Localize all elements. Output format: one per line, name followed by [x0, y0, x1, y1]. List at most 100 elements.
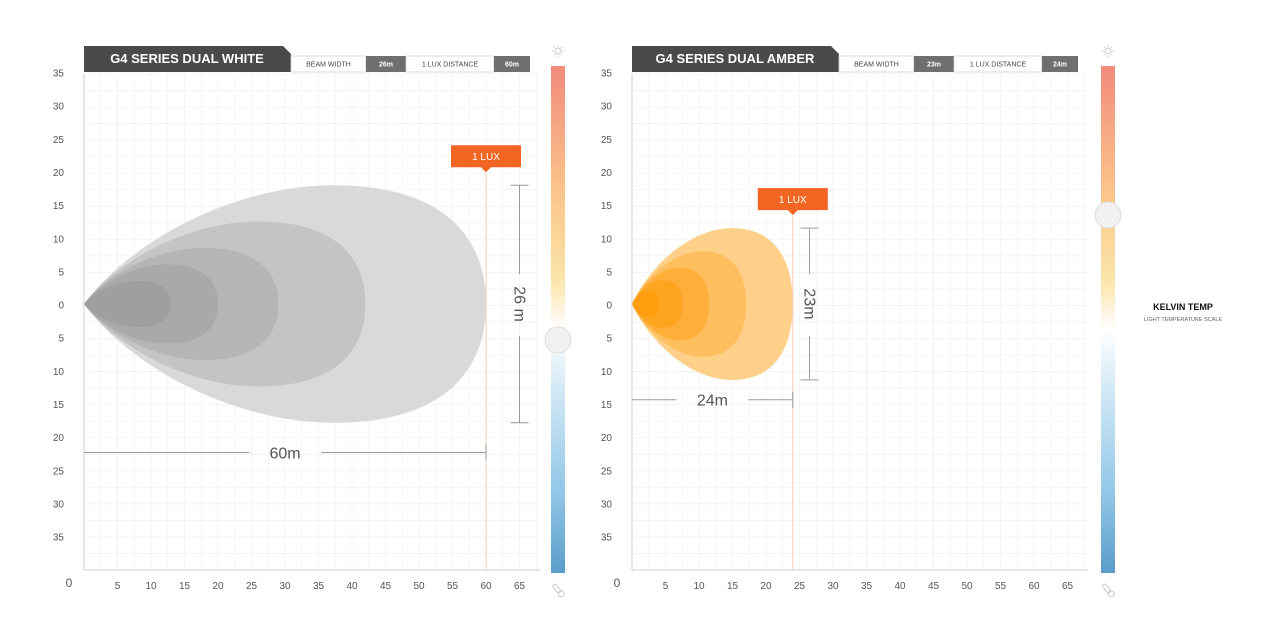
kelvin-slider-handle[interactable] [544, 326, 572, 354]
amber-lux-label: 1 LUX [779, 195, 807, 206]
amber-x-tick: 0 [614, 576, 621, 590]
white-y-tick: 15 [53, 400, 65, 411]
white-x-tick: 20 [212, 581, 224, 592]
white-y-tick: 10 [53, 234, 65, 245]
chart-amber-lux-distance-label: 1 LUX DISTANCE [970, 62, 1027, 69]
amber-x-tick: 5 [663, 581, 669, 592]
white-x-tick: 15 [179, 581, 191, 592]
amber-y-tick: 0 [606, 301, 612, 312]
white-y-tick: 15 [53, 201, 65, 212]
amber-lux-badge [757, 188, 828, 216]
white-distance-annotation: 60m [269, 446, 300, 463]
white-x-tick: 45 [380, 581, 392, 592]
white-y-tick: 10 [53, 367, 65, 378]
chart-amber-x-ticks: 0 5 10 15 20 25 30 35 40 45 50 55 60 65 [614, 576, 1074, 592]
white-beam-zone-5 [84, 280, 172, 328]
thermometer-icon [552, 583, 565, 598]
chart-amber-title: G4 SERIES DUAL AMBER [656, 51, 816, 66]
chart-white: 0 5 10 15 20 25 30 35 40 45 50 55 60 65 3530252015105… [53, 46, 540, 592]
white-lux-label: 1 LUX [472, 152, 500, 163]
white-y-tick: 35 [53, 533, 65, 544]
kelvin-subtitle: LIGHT TEMPERATURE SCALE [1144, 317, 1223, 323]
kelvin-title: KELVIN TEMP [1153, 302, 1213, 312]
chart-amber-lux-distance-value: 24m [1053, 62, 1067, 69]
white-x-tick: 50 [413, 581, 425, 592]
kelvin-scale-right [1094, 45, 1122, 598]
white-lux-badge [451, 145, 521, 173]
white-y-tick: 25 [53, 466, 65, 477]
white-y-tick: 30 [53, 499, 65, 510]
amber-x-tick: 60 [1028, 581, 1040, 592]
amber-y-tick: 25 [601, 466, 613, 477]
amber-width-annotation: 23m [801, 288, 818, 319]
amber-y-tick: 15 [601, 201, 613, 212]
chart-white-y-ticks: 35 30 25 20 15 10 5 0 5 10 15 20 25 30 35 [53, 69, 65, 544]
white-y-tick: 20 [53, 433, 65, 444]
chart-amber-beam [632, 228, 793, 380]
amber-x-tick: 10 [693, 581, 705, 592]
amber-x-tick: 30 [827, 581, 839, 592]
white-y-tick: 30 [53, 102, 65, 113]
chart-white-axes [83, 74, 540, 571]
white-y-tick: 20 [53, 168, 65, 179]
amber-x-tick: 50 [961, 581, 973, 592]
sun-icon [552, 45, 564, 57]
chart-white-beam [84, 185, 486, 423]
amber-y-tick: 30 [601, 102, 613, 113]
chart-amber-annotations: 1 LUX 23m 24m [632, 188, 828, 570]
amber-x-tick: 65 [1062, 581, 1074, 592]
amber-x-tick: 45 [928, 581, 940, 592]
amber-y-tick: 35 [601, 69, 613, 80]
chart-white-lux-distance-label: 1 LUX DISTANCE [422, 62, 479, 69]
white-x-tick: 5 [115, 581, 121, 592]
white-y-tick: 5 [58, 334, 64, 345]
amber-y-tick: 30 [601, 499, 613, 510]
amber-x-tick: 55 [995, 581, 1007, 592]
white-x-tick: 25 [246, 581, 258, 592]
white-x-tick: 35 [313, 581, 325, 592]
amber-distance-annotation: 24m [697, 393, 728, 410]
thermometer-icon [1102, 583, 1115, 598]
chart-white-title: G4 SERIES DUAL WHITE [110, 51, 264, 66]
chart-amber-header: G4 SERIES DUAL AMBER BEAM WIDTH 23m 1 LU… [632, 46, 1078, 73]
kelvin-slider-handle[interactable] [1094, 201, 1122, 229]
amber-y-tick: 25 [601, 135, 613, 146]
white-width-annotation: 26 m [511, 286, 528, 322]
kelvin-gradient-bar [1101, 66, 1115, 573]
white-y-tick: 5 [58, 267, 64, 278]
white-y-tick: 25 [53, 135, 65, 146]
chart-white-title-plate [84, 46, 291, 72]
white-x-tick: 10 [145, 581, 157, 592]
amber-x-tick: 25 [794, 581, 806, 592]
white-x-tick: 40 [346, 581, 358, 592]
amber-y-tick: 15 [601, 400, 613, 411]
kelvin-scale-left [544, 45, 572, 598]
white-x-tick: 30 [279, 581, 291, 592]
white-x-tick: 55 [447, 581, 459, 592]
chart-white-annotations: 1 LUX 26 m 60m [84, 145, 529, 570]
chart-amber: 0 5 10 15 20 25 30 35 40 45 50 55 60 65 3530252015105… [601, 46, 1088, 592]
amber-y-tick: 10 [601, 367, 613, 378]
chart-amber-axes [631, 74, 1088, 571]
amber-x-tick: 35 [861, 581, 873, 592]
amber-y-tick: 20 [601, 433, 613, 444]
amber-x-tick: 40 [894, 581, 906, 592]
chart-white-header: G4 SERIES DUAL WHITE BEAM WIDTH 26m 1 LU… [84, 46, 530, 73]
chart-amber-beam-width-label: BEAM WIDTH [854, 62, 899, 69]
chart-white-beam-width-label: BEAM WIDTH [306, 62, 351, 69]
white-x-tick: 60 [480, 581, 492, 592]
amber-y-tick: 5 [606, 334, 612, 345]
amber-x-tick: 20 [760, 581, 772, 592]
white-x-tick: 65 [514, 581, 526, 592]
white-y-tick: 0 [58, 301, 64, 312]
amber-beam-zone-5 [632, 290, 659, 318]
chart-white-lux-distance-value: 60m [505, 62, 519, 69]
white-x-tick: 0 [66, 576, 73, 590]
chart-white-x-ticks: 0 5 10 15 20 25 30 35 40 45 50 55 60 65 [66, 576, 526, 592]
chart-amber-beam-width-value: 23m [927, 62, 941, 69]
chart-white-beam-width-value: 26m [379, 62, 393, 69]
white-y-tick: 35 [53, 69, 65, 80]
amber-x-tick: 15 [727, 581, 739, 592]
amber-y-tick: 20 [601, 168, 613, 179]
